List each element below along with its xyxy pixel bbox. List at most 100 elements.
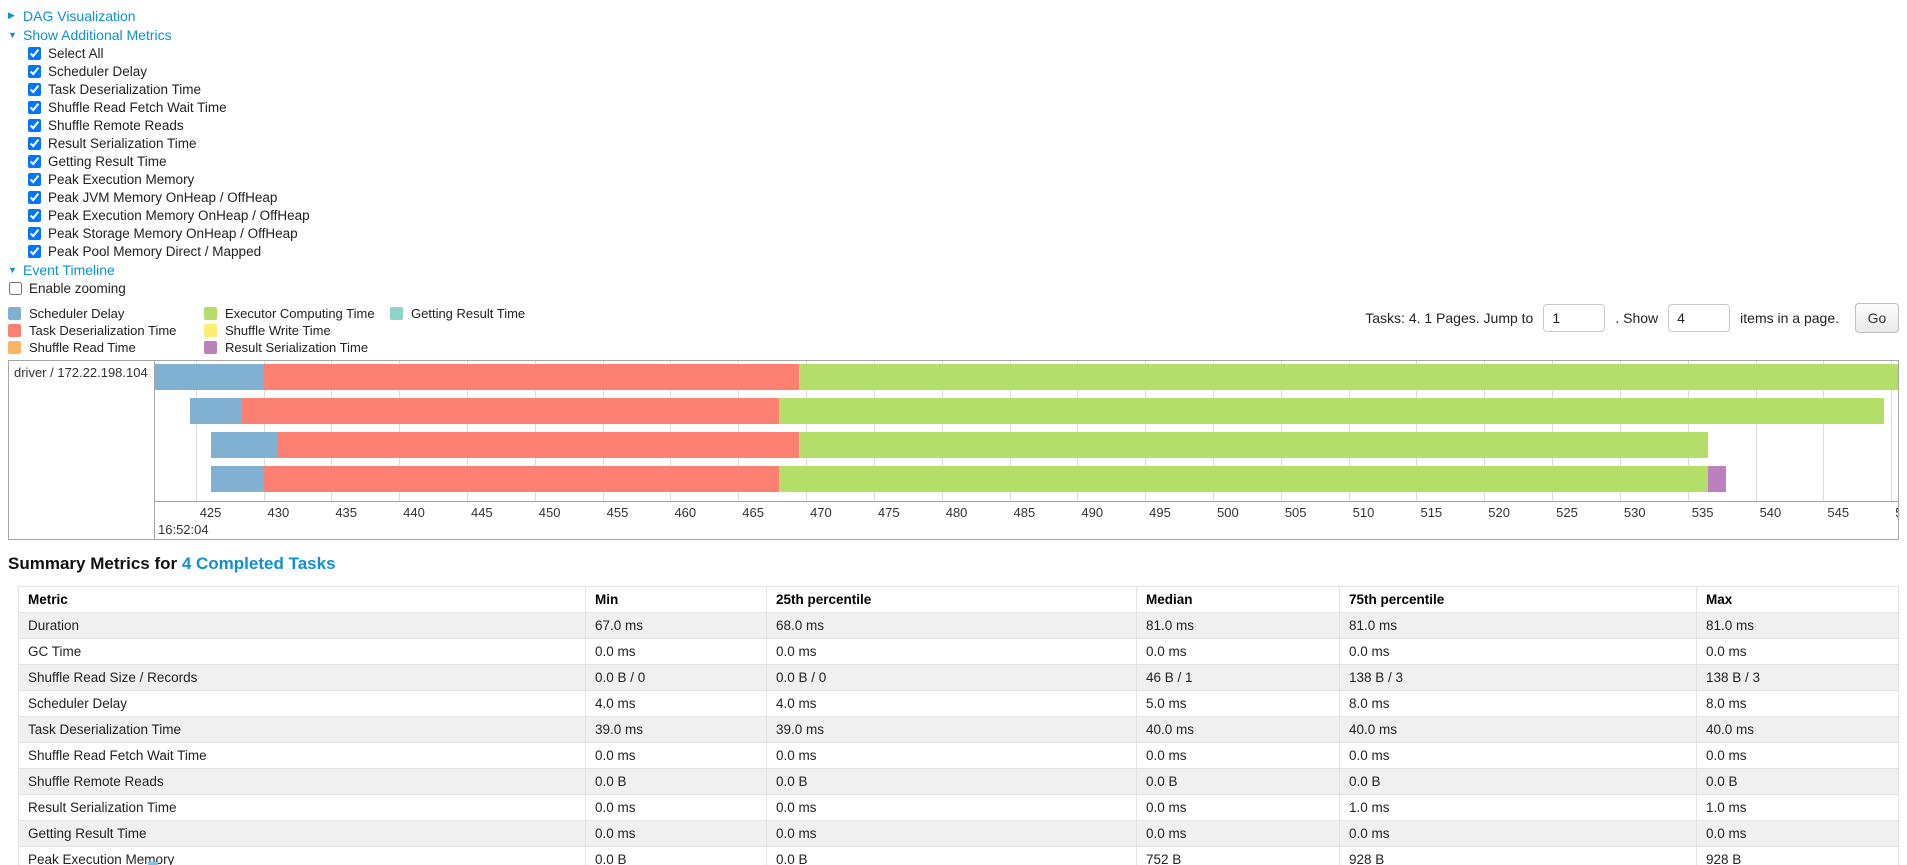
axis-tick-label: 495 — [1149, 505, 1171, 520]
metric-checkbox-peak-storage-memory-onheap-offheap[interactable] — [28, 226, 41, 240]
show-additional-metrics-toggle[interactable]: ▼ Show Additional Metrics — [8, 25, 1899, 44]
completed-tasks-link[interactable]: 4 Completed Tasks — [181, 554, 336, 573]
metric-value-cell: 0.0 B — [1339, 768, 1697, 795]
jump-to-page-input[interactable] — [1543, 304, 1606, 332]
metric-value-cell: 67.0 ms — [585, 612, 767, 639]
axis-tick-label: 510 — [1352, 505, 1375, 520]
metric-checkbox-peak-pool-memory-direct-mapped[interactable] — [28, 244, 41, 258]
legend-label: Shuffle Write Time — [225, 323, 331, 338]
metric-value-cell: 0.0 ms — [1339, 638, 1697, 665]
metric-checkbox-label: Shuffle Read Fetch Wait Time — [48, 99, 227, 115]
chevron-down-icon: ▼ — [8, 264, 17, 275]
metric-checkbox-task-deserialization-time[interactable] — [28, 82, 41, 96]
metric-value-cell: 0.0 ms — [585, 638, 767, 665]
metric-name-cell: Scheduler Delay — [18, 690, 586, 717]
metric-checkbox-shuffle-remote-reads[interactable] — [28, 118, 41, 132]
metric-checkbox-scheduler-delay[interactable] — [28, 64, 41, 78]
summary-metrics-table: Metric Min 25th percentile Median 75th perce… — [18, 586, 1899, 865]
summary-table-row: Duration 67.0 ms 68.0 ms 81.0 ms 81.0 ms 81.0… — [18, 612, 1899, 639]
summary-metrics-title: Summary Metrics for 4 Completed Tasks — [8, 554, 1899, 574]
metric-name-cell: Result Serialization Time — [18, 794, 586, 821]
axis-gridline — [1348, 361, 1350, 501]
metric-value-cell: 0.0 ms — [1136, 820, 1340, 847]
axis-gridline — [399, 361, 401, 501]
summary-table-row: Shuffle Remote Reads 0.0 B 0.0 B 0.0 B 0.0 B… — [18, 768, 1899, 795]
summary-table-row: Peak Execution Memory 0.0 B 0.0 B 752 B 928 … — [18, 846, 1899, 865]
metric-value-cell: 0.0 ms — [1696, 638, 1899, 665]
metric-checkbox-shuffle-read-fetch-wait-time[interactable] — [28, 100, 41, 114]
axis-gridline — [738, 361, 740, 501]
metric-checkbox-row-getting-result-time: Getting Result Time — [28, 152, 1899, 170]
metric-checkbox-label: Shuffle Remote Reads — [48, 117, 184, 133]
summary-table-row: Shuffle Read Size / Records 0.0 B / 0 0.0 … — [18, 664, 1899, 691]
metric-value-cell: 5.0 ms — [1136, 690, 1340, 717]
enable-zooming-row: Enable zooming — [9, 279, 1899, 297]
show-additional-metrics-label: Show Additional Metrics — [23, 26, 172, 43]
axis-tick-label: 450 — [538, 505, 561, 520]
timeline-executor-column: driver / 172.22.198.104 — [9, 361, 155, 539]
summary-table-row: Getting Result Time 0.0 ms 0.0 ms 0.0 ms 0.0… — [18, 820, 1899, 847]
metric-checkbox-peak-execution-memory[interactable] — [28, 172, 41, 186]
axis-gridline — [1823, 361, 1825, 501]
axis-tick-label: 530 — [1623, 505, 1646, 520]
dag-visualization-toggle[interactable]: ▶ DAG Visualization — [8, 6, 1899, 25]
metric-checkbox-label: Select All — [48, 45, 104, 61]
timeline-legend: Scheduler Delay Task Deserialization Time… — [8, 305, 525, 356]
legend-swatch-shuffle-read — [8, 341, 21, 354]
metric-value-cell: 81.0 ms — [1136, 612, 1340, 639]
metric-value-cell: 0.0 ms — [585, 742, 767, 769]
legend-swatch-result-serialization — [204, 341, 217, 354]
axis-gridline — [1145, 361, 1147, 501]
summary-table-header-row: Metric Min 25th percentile Median 75th perce… — [18, 586, 1899, 613]
summary-table-row: GC Time 0.0 ms 0.0 ms 0.0 ms 0.0 ms 0.0 ms — [18, 638, 1899, 665]
summary-column-header: Min — [585, 586, 767, 613]
axis-tick-label: 505 — [1284, 505, 1307, 520]
legend-item-task-deserialization: Task Deserialization Time — [8, 322, 204, 339]
axis-gridline — [670, 361, 672, 501]
summary-table-row: Scheduler Delay 4.0 ms 4.0 ms 5.0 ms 8.0 ms 8… — [18, 690, 1899, 717]
metric-value-cell: 81.0 ms — [1339, 612, 1697, 639]
metric-checkbox-row-scheduler-delay: Scheduler Delay — [28, 62, 1899, 80]
axis-tick-label: 430 — [267, 505, 290, 520]
axis-gridline — [1213, 361, 1214, 501]
axis-gridline — [466, 361, 468, 501]
metric-value-cell: 138 B / 3 — [1696, 664, 1899, 691]
pagination-suffix: items in a page. — [1740, 310, 1839, 326]
metric-value-cell: 0.0 B — [585, 846, 767, 865]
metric-value-cell: 0.0 ms — [585, 820, 767, 847]
metric-checkbox-label: Task Deserialization Time — [48, 81, 202, 97]
axis-tick-label: 435 — [335, 505, 358, 520]
go-button[interactable]: Go — [1855, 303, 1899, 333]
metric-checkbox-row-peak-storage-memory-onheap-offheap: Peak Storage Memory OnHeap / OffHeap — [28, 224, 1899, 242]
metric-checkbox-peak-jvm-memory-onheap-offheap[interactable] — [28, 190, 41, 204]
timeline-bars-area — [155, 361, 1898, 501]
metric-checkbox-peak-execution-memory-onheap-offheap[interactable] — [28, 208, 41, 222]
axis-gridline — [195, 361, 197, 501]
legend-label: Getting Result Time — [411, 306, 526, 321]
legend-swatch-task-deserialization — [8, 324, 21, 337]
task-bar-segment-executor-computing — [799, 364, 1898, 390]
task-bar-segment-executor-computing — [799, 432, 1709, 458]
metric-checkbox-select-all[interactable] — [28, 46, 41, 60]
metric-value-cell: 0.0 ms — [1136, 742, 1340, 769]
axis-tick-label: 465 — [742, 505, 764, 520]
metric-checkbox-row-peak-pool-memory-direct-mapped: Peak Pool Memory Direct / Mapped — [28, 242, 1899, 260]
summary-table-body: Duration 67.0 ms 68.0 ms 81.0 ms 81.0 ms 81.0… — [18, 612, 1899, 865]
axis-tick-label: 525 — [1556, 505, 1578, 520]
axis-gridline — [1484, 361, 1486, 501]
event-timeline-toggle[interactable]: ▼ Event Timeline — [8, 260, 1899, 279]
timeline-plot: 16:52:04 425 430 435 440 445 450 455 460 465 470 4… — [155, 361, 1898, 539]
summary-table-row: Shuffle Read Fetch Wait Time 0.0 ms 0.0 ms… — [18, 742, 1899, 769]
axis-tick-label: 550 — [1895, 505, 1898, 520]
summary-table-row: Task Deserialization Time 39.0 ms 39.0 ms 4… — [18, 716, 1899, 743]
metric-checkbox-result-serialization-time[interactable] — [28, 136, 41, 150]
metric-value-cell: 0.0 ms — [766, 742, 1137, 769]
legend-item-scheduler-delay: Scheduler Delay — [8, 305, 204, 322]
enable-zooming-checkbox[interactable] — [9, 281, 22, 295]
task-bar-segment-scheduler-delay — [210, 432, 278, 458]
metric-checkbox-label: Peak Execution Memory — [48, 171, 195, 187]
items-per-page-input[interactable] — [1668, 304, 1731, 332]
executor-label: driver / 172.22.198.104 — [14, 365, 148, 380]
metric-checkbox-getting-result-time[interactable] — [28, 154, 41, 168]
metric-value-cell: 1.0 ms — [1339, 794, 1697, 821]
